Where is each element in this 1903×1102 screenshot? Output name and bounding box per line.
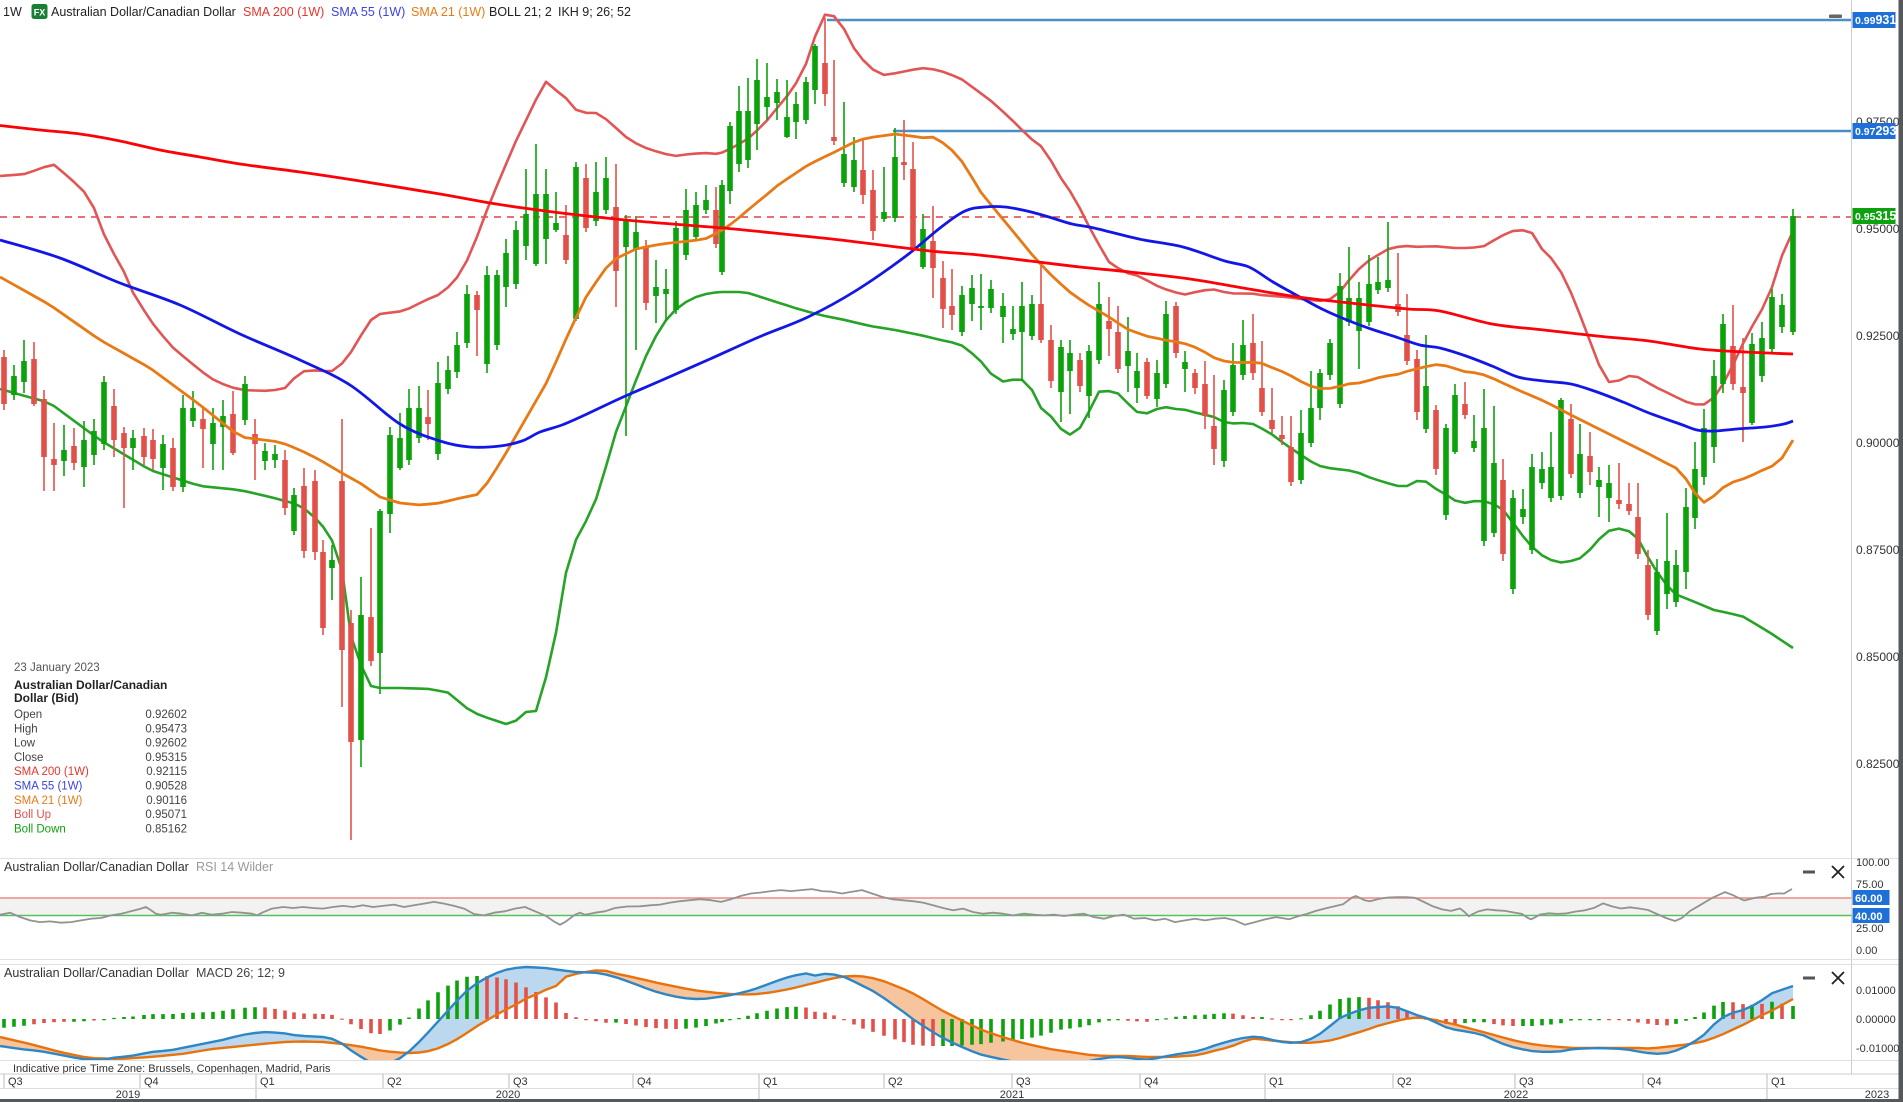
svg-text:SMA 21 (1W): SMA 21 (1W)	[14, 795, 83, 807]
svg-text:2022: 2022	[1504, 1089, 1528, 1101]
svg-text:Boll Up: Boll Up	[14, 809, 51, 821]
svg-text:0.92115: 0.92115	[146, 766, 187, 778]
svg-text:0.85162: 0.85162	[145, 823, 187, 835]
svg-text:1W: 1W	[3, 5, 22, 19]
svg-text:Q3: Q3	[1016, 1076, 1031, 1088]
svg-text:0.92602: 0.92602	[145, 709, 187, 721]
svg-text:Low: Low	[14, 738, 36, 750]
svg-text:Q4: Q4	[1144, 1076, 1159, 1088]
svg-text:Dollar (Bid): Dollar (Bid)	[14, 691, 79, 705]
svg-text:0.95473: 0.95473	[145, 723, 187, 735]
svg-text:75.00: 75.00	[1856, 879, 1884, 891]
svg-text:0.99931: 0.99931	[1855, 13, 1896, 27]
svg-text:0.90528: 0.90528	[145, 781, 187, 793]
svg-text:60.00: 60.00	[1855, 893, 1883, 905]
svg-text:Q4: Q4	[1647, 1076, 1662, 1088]
svg-text:2019: 2019	[116, 1089, 140, 1101]
svg-text:0.95071: 0.95071	[145, 809, 187, 821]
svg-text:RSI 14 Wilder: RSI 14 Wilder	[196, 860, 273, 874]
svg-text:MACD 26; 12; 9: MACD 26; 12; 9	[196, 966, 285, 980]
svg-text:SMA 55 (1W): SMA 55 (1W)	[14, 781, 83, 793]
svg-text:Australian Dollar/Canadian: Australian Dollar/Canadian	[14, 678, 167, 692]
svg-text:Boll Down: Boll Down	[14, 823, 66, 835]
svg-text:0.92500: 0.92500	[1856, 329, 1900, 343]
svg-text:0.90000: 0.90000	[1856, 436, 1900, 450]
svg-text:Q1: Q1	[1771, 1076, 1786, 1088]
svg-text:2020: 2020	[496, 1089, 520, 1101]
svg-text:Indicative price: Indicative price	[13, 1063, 86, 1075]
svg-text:0.87500: 0.87500	[1856, 543, 1900, 557]
svg-text:Q3: Q3	[1519, 1076, 1534, 1088]
svg-text:Q1: Q1	[763, 1076, 778, 1088]
svg-text:2023: 2023	[1865, 1089, 1889, 1101]
svg-text:0.95315: 0.95315	[1855, 209, 1896, 223]
svg-text:0.01000: 0.01000	[1856, 985, 1896, 997]
svg-text:Australian Dollar/Canadian Dol: Australian Dollar/Canadian Dollar	[4, 860, 189, 874]
svg-text:Time Zone: Brussels, Copenhage: Time Zone: Brussels, Copenhagen, Madrid,…	[90, 1063, 331, 1075]
svg-text:Australian Dollar/Canadian Dol: Australian Dollar/Canadian Dollar	[4, 966, 189, 980]
svg-text:Open: Open	[14, 709, 42, 721]
svg-text:Q1: Q1	[1269, 1076, 1284, 1088]
svg-text:-0.01000: -0.01000	[1856, 1043, 1899, 1055]
svg-text:0.00: 0.00	[1856, 945, 1877, 957]
svg-text:IKH 9; 26; 52: IKH 9; 26; 52	[558, 5, 631, 19]
svg-text:Q4: Q4	[144, 1076, 159, 1088]
svg-text:0.95000: 0.95000	[1856, 222, 1900, 236]
svg-text:Q2: Q2	[387, 1076, 402, 1088]
svg-text:0.82500: 0.82500	[1856, 757, 1900, 771]
svg-text:SMA 200 (1W): SMA 200 (1W)	[243, 5, 324, 19]
svg-text:0.95315: 0.95315	[145, 752, 187, 764]
svg-text:BOLL 21; 2: BOLL 21; 2	[489, 5, 552, 19]
svg-text:0.00000: 0.00000	[1856, 1014, 1896, 1026]
svg-text:0.85000: 0.85000	[1856, 650, 1900, 664]
svg-text:Q2: Q2	[888, 1076, 903, 1088]
svg-text:Q3: Q3	[8, 1076, 23, 1088]
svg-text:High: High	[14, 723, 38, 735]
svg-text:Q1: Q1	[260, 1076, 275, 1088]
svg-text:Q3: Q3	[513, 1076, 528, 1088]
svg-text:SMA 21 (1W): SMA 21 (1W)	[411, 5, 485, 19]
svg-text:100.00: 100.00	[1856, 857, 1890, 869]
svg-text:SMA 55 (1W): SMA 55 (1W)	[331, 5, 405, 19]
svg-text:40.00: 40.00	[1855, 911, 1883, 923]
svg-text:2021: 2021	[1000, 1089, 1024, 1101]
svg-text:Q4: Q4	[637, 1076, 652, 1088]
svg-text:0.90116: 0.90116	[146, 795, 187, 807]
svg-text:25.00: 25.00	[1856, 923, 1884, 935]
svg-text:23 January 2023: 23 January 2023	[14, 662, 100, 674]
svg-text:FX: FX	[34, 8, 46, 18]
svg-text:Australian Dollar/Canadian Dol: Australian Dollar/Canadian Dollar	[51, 5, 236, 19]
svg-text:0.97293: 0.97293	[1855, 124, 1896, 138]
svg-text:SMA 200 (1W): SMA 200 (1W)	[14, 766, 89, 778]
svg-text:Close: Close	[14, 752, 43, 764]
svg-text:0.92602: 0.92602	[145, 738, 187, 750]
svg-text:Q2: Q2	[1397, 1076, 1412, 1088]
